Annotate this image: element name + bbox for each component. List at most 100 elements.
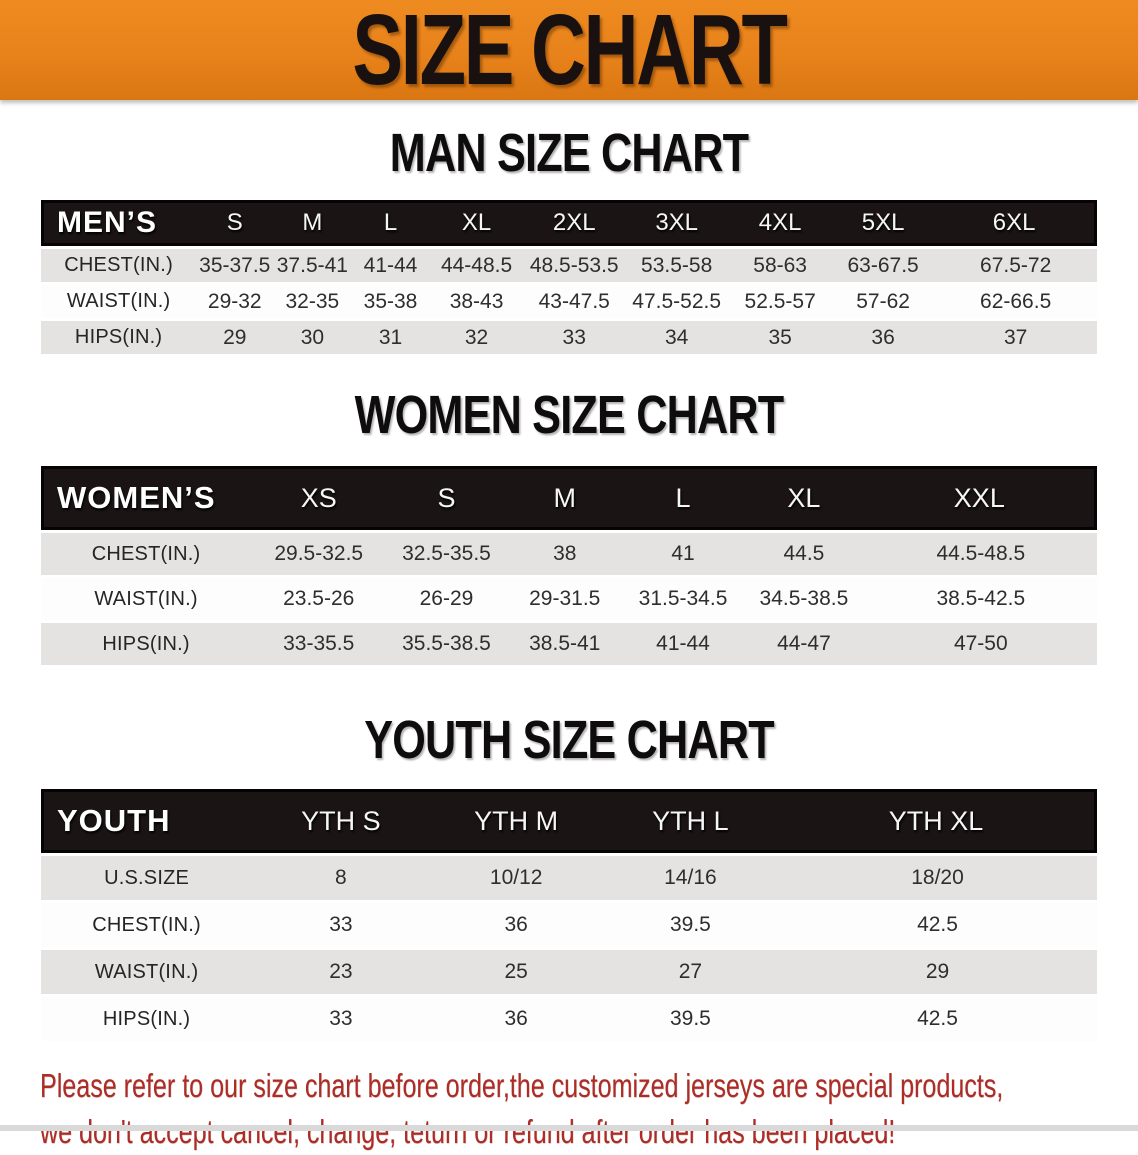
value-cell: 41-44 [351,246,430,282]
womens-hips-row: HIPS(IN.) 33-35.5 35.5-38.5 38.5-41 41-4… [41,620,1097,665]
value-cell: 41-44 [622,620,744,665]
mens-hips-row: HIPS(IN.) 29 30 31 32 33 34 35 36 37 [41,318,1097,354]
youth-size-header: YTH L [602,789,779,853]
mens-waist-row: WAIST(IN.) 29-32 32-35 35-38 38-43 43-47… [41,282,1097,318]
womens-size-header: XL [743,466,865,530]
banner-title: SIZE CHART [352,0,787,106]
value-cell: 34.5-38.5 [743,575,865,620]
value-cell: 38-43 [429,282,524,318]
value-cell: 34 [624,318,729,354]
row-label-cell: HIPS(IN.) [41,994,253,1041]
value-cell: 67.5-72 [934,246,1097,282]
size-chart-banner: SIZE CHART [0,0,1138,100]
youth-waist-row: WAIST(IN.) 23 25 27 29 [41,947,1097,994]
value-cell: 32 [429,318,524,354]
value-cell: 8 [252,853,430,900]
value-cell: 32.5-35.5 [386,530,507,575]
mens-size-header: S [196,200,274,246]
value-cell: 41 [622,530,744,575]
value-cell: 52.5-57 [728,282,832,318]
womens-corner-label: WOMEN’S [41,466,252,530]
value-cell: 29-32 [196,282,274,318]
value-cell: 43-47.5 [523,282,625,318]
value-cell: 36 [831,318,935,354]
women-size-chart-heading: WOMEN SIZE CHART [0,388,1138,442]
womens-header-row: WOMEN’S XS S M L XL XXL [41,466,1097,530]
youth-size-header: YTH S [252,789,430,853]
value-cell: 58-63 [728,246,832,282]
value-cell: 35-38 [351,282,430,318]
value-cell: 35 [728,318,832,354]
disclaimer-line-2: we don't accept cancel, change, teturn o… [40,1113,896,1150]
mens-size-header: 5XL [831,200,935,246]
man-heading-text: MAN SIZE CHART [389,123,749,183]
youth-header-row: YOUTH YTH S YTH M YTH L YTH XL [41,789,1097,853]
mens-size-header: L [351,200,430,246]
value-cell: 63-67.5 [831,246,935,282]
value-cell: 39.5 [602,994,779,1041]
womens-size-header: M [506,466,623,530]
youth-size-chart-heading: YOUTH SIZE CHART [0,713,1138,767]
value-cell: 38.5-42.5 [864,575,1097,620]
value-cell: 31.5-34.5 [622,575,744,620]
row-label-cell: U.S.SIZE [41,853,253,900]
womens-chest-row: CHEST(IN.) 29.5-32.5 32.5-35.5 38 41 44.… [41,530,1097,575]
value-cell: 47-50 [864,620,1097,665]
row-label-cell: WAIST(IN.) [41,575,252,620]
value-cell: 47.5-52.5 [624,282,729,318]
value-cell: 23 [252,947,430,994]
row-label-cell: WAIST(IN.) [41,282,197,318]
value-cell: 23.5-26 [251,575,387,620]
youth-corner-label: YOUTH [41,789,253,853]
row-label-cell: HIPS(IN.) [41,620,252,665]
womens-size-table: WOMEN’S XS S M L XL XXL CHEST(IN.) 29.5-… [41,466,1097,665]
value-cell: 14/16 [602,853,779,900]
man-size-chart-heading: MAN SIZE CHART [0,123,1138,183]
mens-size-table: MEN’S S M L XL 2XL 3XL 4XL 5XL 6XL CHEST… [41,200,1097,354]
value-cell: 35-37.5 [196,246,274,282]
youth-size-section: YOUTH SIZE CHART YOUTH YTH S YTH M YTH L… [0,713,1138,1041]
mens-chest-row: CHEST(IN.) 35-37.5 37.5-41 41-44 44-48.5… [41,246,1097,282]
value-cell: 57-62 [831,282,935,318]
value-cell: 27 [602,947,779,994]
value-cell: 33 [252,900,430,947]
value-cell: 31 [351,318,430,354]
value-cell: 33-35.5 [251,620,387,665]
value-cell: 36 [429,994,603,1041]
value-cell: 29 [196,318,274,354]
women-size-section: WOMEN SIZE CHART WOMEN’S XS S M L XL XXL… [0,388,1138,665]
youth-size-header: YTH M [429,789,603,853]
row-label-cell: CHEST(IN.) [41,246,197,282]
mens-size-header: M [273,200,352,246]
value-cell: 18/20 [778,853,1097,900]
value-cell: 32-35 [273,282,352,318]
value-cell: 37.5-41 [273,246,352,282]
value-cell: 29.5-32.5 [251,530,387,575]
value-cell: 53.5-58 [624,246,729,282]
value-cell: 35.5-38.5 [386,620,507,665]
value-cell: 44.5-48.5 [864,530,1097,575]
youth-chest-row: CHEST(IN.) 33 36 39.5 42.5 [41,900,1097,947]
bottom-edge-strip [0,1125,1138,1131]
value-cell: 36 [429,900,603,947]
man-size-section: MAN SIZE CHART MEN’S S M L XL 2XL 3XL 4X… [0,123,1138,354]
mens-header-row: MEN’S S M L XL 2XL 3XL 4XL 5XL 6XL [41,200,1097,246]
value-cell: 42.5 [778,900,1097,947]
womens-size-header: XXL [864,466,1097,530]
row-label-cell: HIPS(IN.) [41,318,197,354]
mens-corner-label: MEN’S [41,200,197,246]
value-cell: 42.5 [778,994,1097,1041]
value-cell: 37 [934,318,1097,354]
youth-size-table: YOUTH YTH S YTH M YTH L YTH XL U.S.SIZE … [41,789,1097,1041]
value-cell: 39.5 [602,900,779,947]
value-cell: 26-29 [386,575,507,620]
value-cell: 10/12 [429,853,603,900]
value-cell: 25 [429,947,603,994]
value-cell: 38 [506,530,623,575]
value-cell: 38.5-41 [506,620,623,665]
value-cell: 44.5 [743,530,865,575]
value-cell: 29 [778,947,1097,994]
value-cell: 62-66.5 [934,282,1097,318]
value-cell: 29-31.5 [506,575,623,620]
value-cell: 30 [273,318,352,354]
